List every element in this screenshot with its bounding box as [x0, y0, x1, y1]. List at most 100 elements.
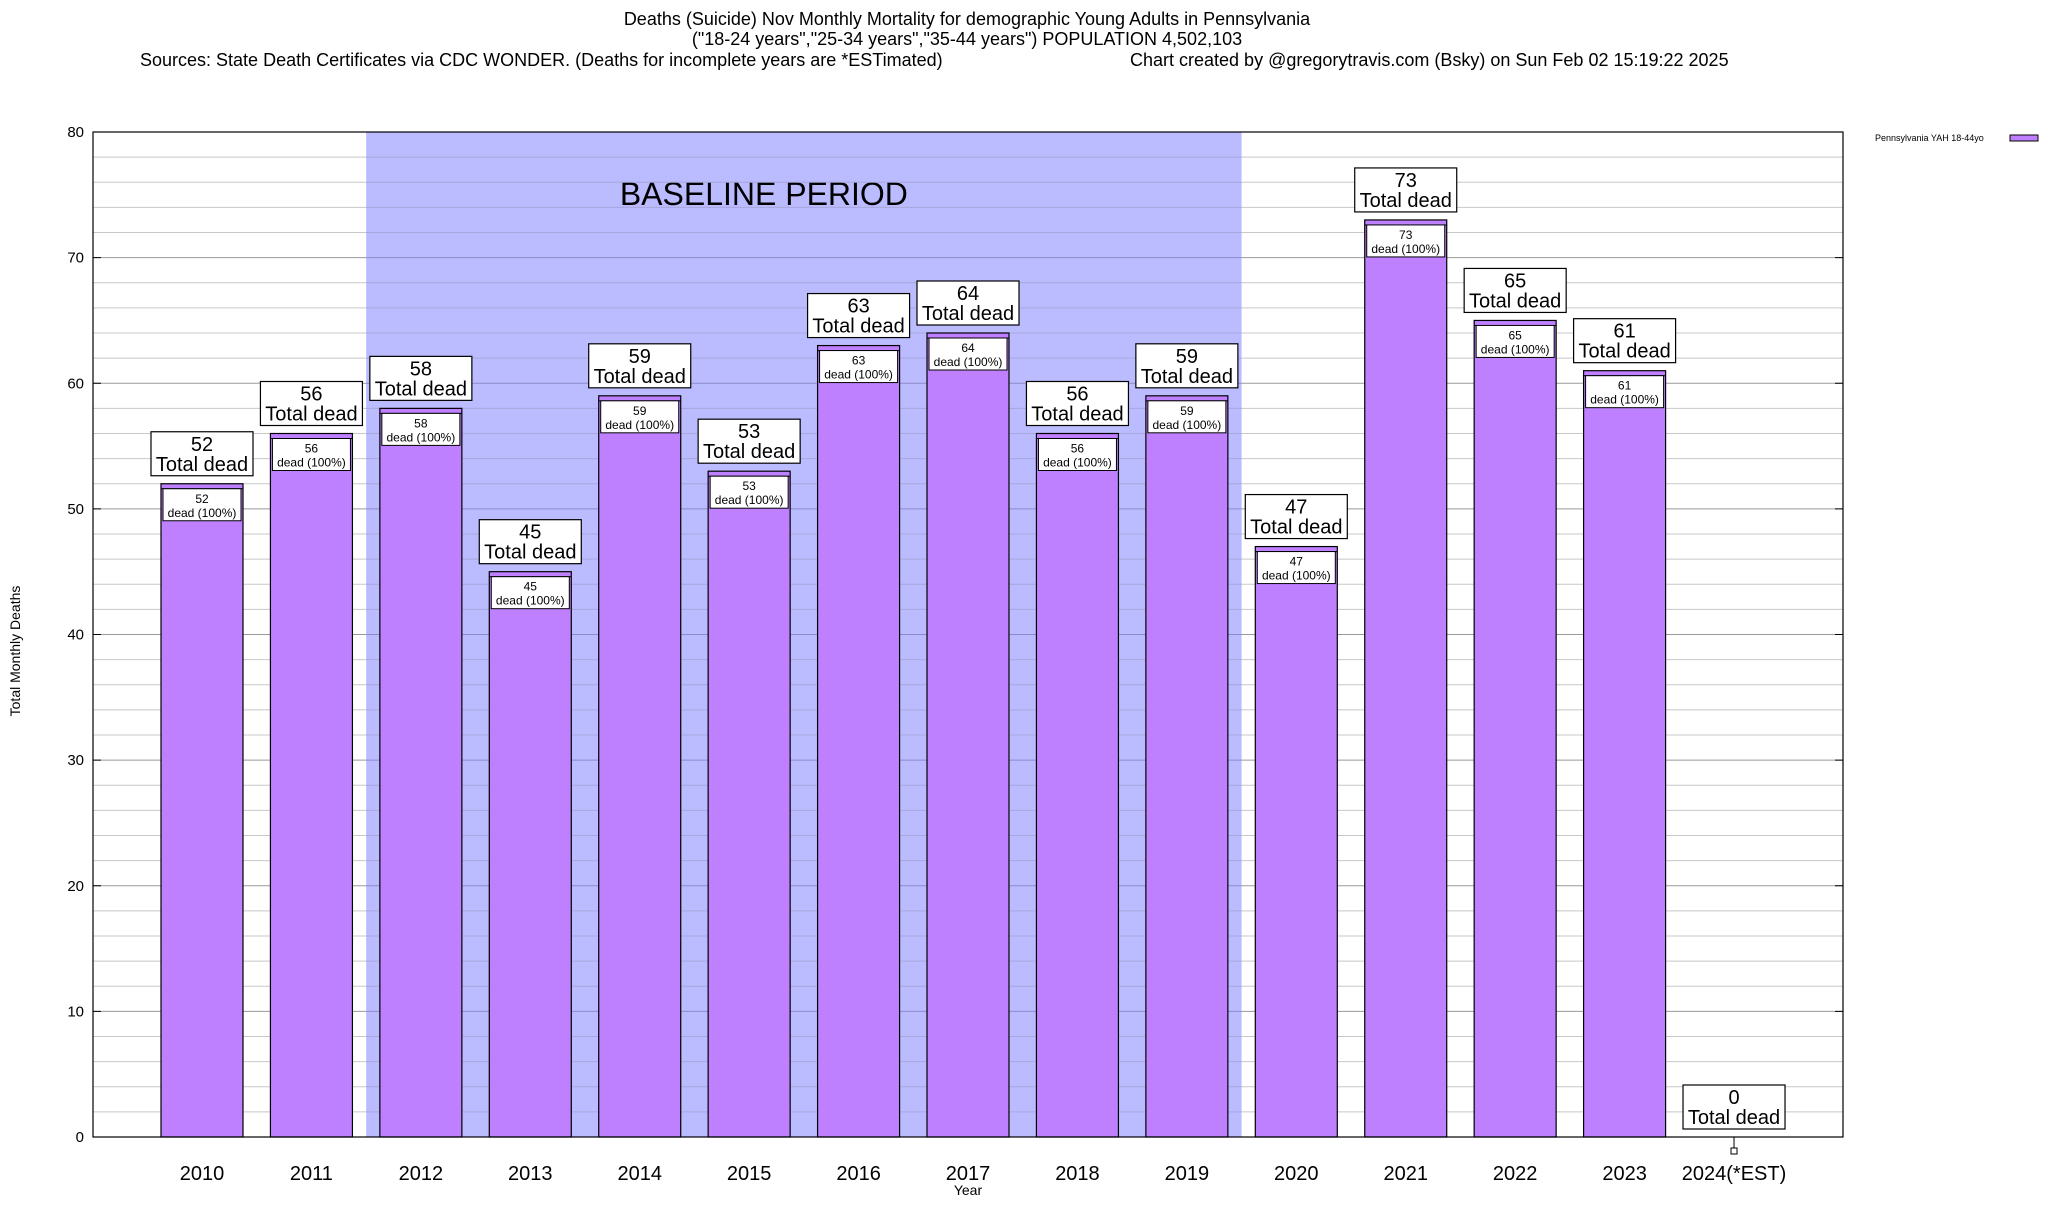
y-tick-label: 20 — [67, 878, 84, 895]
total-label-box — [1025, 380, 1130, 427]
total-label-value: 0 — [1728, 1087, 1739, 1109]
source-text: Sources: State Death Certificates via CD… — [140, 50, 943, 70]
total-label-box — [478, 519, 582, 565]
bar-zero-marker — [1730, 1147, 1738, 1155]
bar — [379, 407, 463, 1138]
inner-label-box — [490, 576, 570, 610]
total-label-value: 59 — [629, 346, 651, 368]
bar — [160, 483, 244, 1138]
inner-label-box — [600, 400, 680, 434]
inner-label-text: dead (100%) — [387, 430, 456, 444]
inner-label-box — [1366, 224, 1446, 258]
legend-label: Pennsylvania YAH 18-44yo — [1875, 133, 1984, 143]
inner-label-text: dead (100%) — [1153, 418, 1222, 432]
total-label-value: 53 — [738, 421, 760, 443]
x-tick-label: 2010 — [180, 1163, 225, 1185]
inner-label-box — [1256, 551, 1336, 585]
chart-subtitle: ("18-24 years","25-34 years","35-44 year… — [692, 29, 1242, 49]
total-label-text: Total dead — [1688, 1107, 1780, 1129]
total-label-text: Total dead — [156, 454, 248, 476]
bar — [1582, 370, 1667, 1138]
inner-label-box — [381, 412, 461, 446]
chart-title: Deaths (Suicide) Nov Monthly Mortality f… — [624, 9, 1311, 29]
total-label-value: 56 — [300, 384, 322, 406]
x-tick-label: 2014 — [617, 1163, 662, 1185]
x-tick-label: 2013 — [508, 1163, 553, 1185]
inner-label-text: dead (100%) — [1262, 569, 1331, 583]
total-label-box — [1572, 318, 1677, 364]
inner-label-text: dead (100%) — [168, 506, 237, 520]
total-label-box — [806, 292, 911, 339]
x-tick-label: 2012 — [399, 1163, 444, 1185]
bar — [1254, 545, 1338, 1138]
x-tick-label: 2023 — [1602, 1163, 1647, 1185]
total-label-text: Total dead — [703, 441, 795, 463]
total-label-value: 56 — [1066, 384, 1088, 406]
total-label-text: Total dead — [1469, 290, 1561, 312]
total-label-box — [1135, 343, 1239, 389]
x-tick-label: 2011 — [290, 1163, 333, 1185]
inner-label-value: 47 — [1290, 555, 1304, 569]
inner-label-box — [162, 488, 242, 522]
inner-label-text: dead (100%) — [824, 368, 893, 382]
total-label-text: Total dead — [375, 378, 467, 400]
inner-label-box — [1147, 400, 1227, 434]
bar — [707, 470, 791, 1138]
x-tick-label: 2018 — [1055, 1163, 1100, 1185]
total-label-text: Total dead — [1360, 190, 1452, 212]
baseline-label: BASELINE PERIOD — [620, 176, 908, 212]
axis-layer: 0 10 20 30 40 50 60 70 80 2010 2011 2012 2013 2014 201… — [67, 124, 1844, 1185]
total-label-value: 65 — [1504, 270, 1526, 292]
total-label-box — [1682, 1084, 1786, 1130]
inner-label-text: dead (100%) — [715, 493, 784, 507]
y-tick-label: 50 — [67, 501, 84, 518]
total-label-box — [1463, 267, 1567, 314]
inner-label-text: dead (100%) — [1371, 242, 1440, 256]
bar — [816, 344, 901, 1138]
inner-label-box — [1037, 438, 1117, 471]
inner-label-value: 53 — [742, 479, 756, 493]
inner-label-box — [928, 337, 1008, 371]
x-tick-label: 2024(*EST) — [1682, 1163, 1787, 1185]
total-label-box — [1244, 493, 1348, 540]
inner-label-box — [1475, 324, 1555, 358]
bar — [1035, 432, 1120, 1138]
inner-label-value: 59 — [633, 404, 647, 418]
total-label-box — [150, 431, 254, 477]
y-tick-label: 0 — [76, 1129, 84, 1146]
x-tick-label: 2015 — [727, 1163, 772, 1185]
total-label-value: 47 — [1285, 497, 1307, 519]
inner-label-box — [1585, 375, 1665, 409]
y-tick-label: 60 — [67, 375, 84, 392]
inner-label-text: dead (100%) — [934, 355, 1003, 369]
inner-label-value: 56 — [1071, 442, 1085, 456]
inner-label-value: 61 — [1618, 379, 1632, 393]
y-tick-label: 40 — [67, 627, 84, 644]
total-label-text: Total dead — [812, 316, 904, 338]
total-label-text: Total dead — [1578, 341, 1670, 363]
total-label-text: Total dead — [1141, 366, 1233, 388]
bar — [1145, 395, 1229, 1138]
inner-label-value: 64 — [961, 341, 975, 355]
inner-label-text: dead (100%) — [496, 594, 565, 608]
total-label-text: Total dead — [1031, 404, 1123, 426]
total-label-text: Total dead — [1250, 517, 1342, 539]
inner-label-text: dead (100%) — [605, 418, 674, 432]
x-tick-label: 2020 — [1274, 1163, 1319, 1185]
inner-label-text: dead (100%) — [277, 456, 346, 470]
inner-label-text: dead (100%) — [1590, 393, 1659, 407]
total-label-value: 63 — [847, 296, 869, 318]
total-label-box — [588, 343, 692, 389]
x-tick-label: 2022 — [1493, 1163, 1538, 1185]
inner-label-value: 56 — [305, 442, 319, 456]
credit-text: Chart created by @gregorytravis.com (Bsk… — [1130, 50, 1729, 70]
inner-label-value: 58 — [414, 416, 428, 430]
bar — [269, 432, 354, 1138]
legend-swatch — [2009, 134, 2039, 142]
inner-label-text: dead (100%) — [1481, 342, 1550, 356]
bar — [488, 571, 572, 1138]
total-label-value: 59 — [1176, 346, 1198, 368]
